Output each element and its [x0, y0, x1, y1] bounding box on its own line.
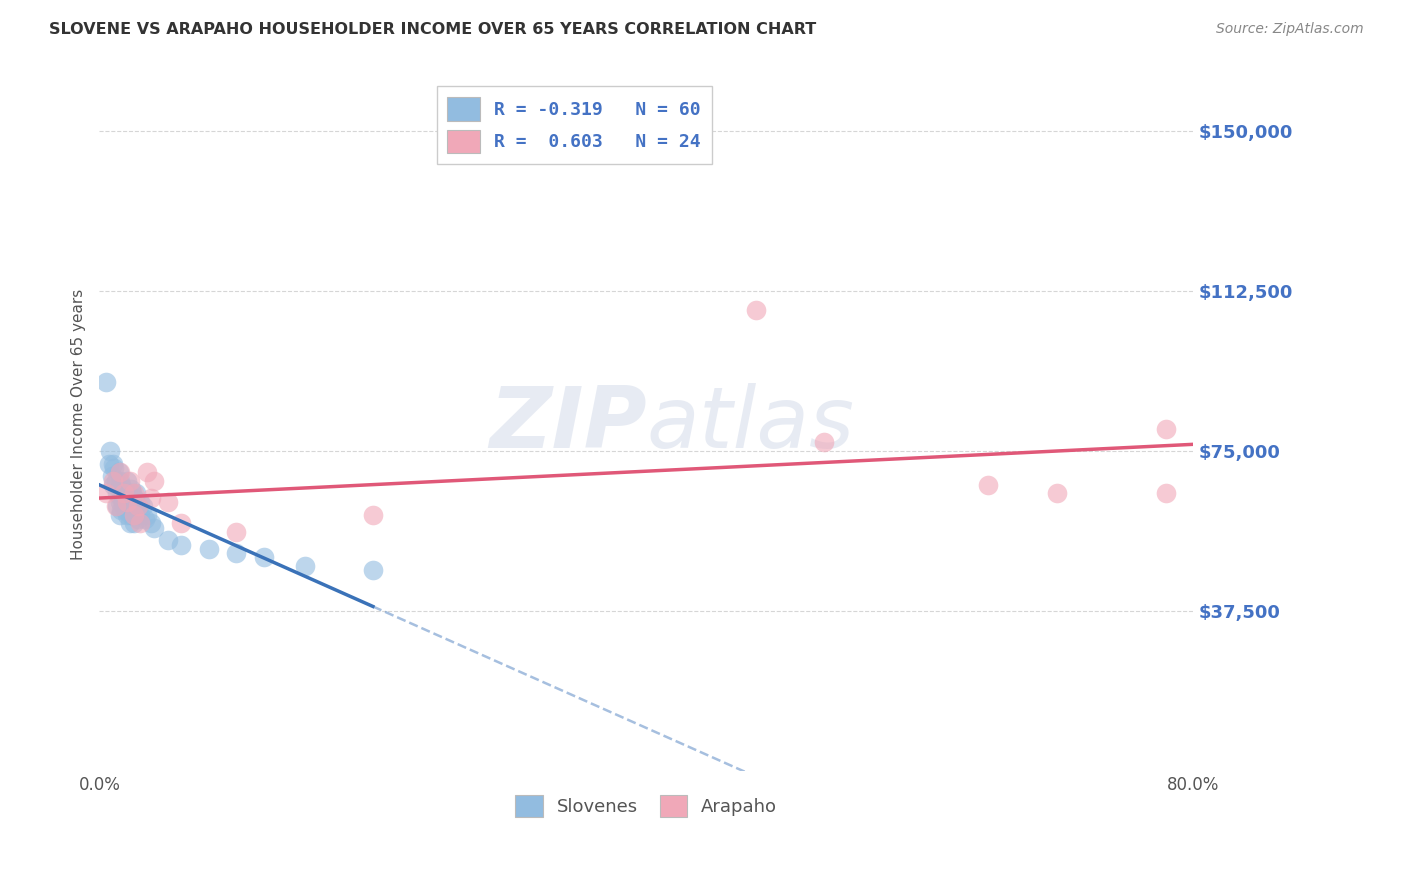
- Point: [110, 491, 132, 505]
- Point: [124, 508, 146, 522]
- Point: [115, 495, 138, 509]
- Point: [124, 495, 146, 509]
- Point: [120, 508, 142, 522]
- Point: [96, 486, 118, 500]
- Point: [361, 563, 384, 577]
- Text: ZIP: ZIP: [489, 383, 647, 466]
- Point: [122, 503, 145, 517]
- Point: [122, 491, 145, 505]
- Point: [129, 508, 152, 522]
- Point: [121, 486, 143, 500]
- Point: [96, 376, 118, 390]
- Point: [118, 474, 141, 488]
- Point: [121, 499, 143, 513]
- Point: [361, 508, 384, 522]
- Point: [198, 541, 221, 556]
- Point: [132, 499, 155, 513]
- Point: [1045, 486, 1067, 500]
- Point: [127, 499, 149, 513]
- Point: [118, 491, 141, 505]
- Point: [101, 474, 124, 488]
- Point: [122, 486, 145, 500]
- Point: [156, 533, 179, 548]
- Point: [108, 508, 131, 522]
- Point: [100, 443, 122, 458]
- Point: [129, 516, 152, 531]
- Point: [125, 503, 148, 517]
- Point: [104, 499, 127, 513]
- Point: [120, 495, 142, 509]
- Text: atlas: atlas: [647, 383, 855, 466]
- Point: [98, 457, 121, 471]
- Point: [103, 460, 125, 475]
- Point: [129, 495, 152, 509]
- Text: Source: ZipAtlas.com: Source: ZipAtlas.com: [1216, 22, 1364, 37]
- Point: [118, 516, 141, 531]
- Point: [122, 516, 145, 531]
- Point: [115, 474, 138, 488]
- Point: [745, 302, 768, 317]
- Point: [112, 486, 135, 500]
- Point: [252, 550, 274, 565]
- Point: [127, 499, 149, 513]
- Point: [104, 474, 127, 488]
- Point: [107, 465, 129, 479]
- Point: [114, 503, 136, 517]
- Point: [1154, 486, 1177, 500]
- Point: [118, 503, 141, 517]
- Point: [107, 482, 129, 496]
- Point: [108, 474, 131, 488]
- Point: [120, 482, 142, 496]
- Point: [122, 508, 145, 522]
- Text: SLOVENE VS ARAPAHO HOUSEHOLDER INCOME OVER 65 YEARS CORRELATION CHART: SLOVENE VS ARAPAHO HOUSEHOLDER INCOME OV…: [49, 22, 817, 37]
- Point: [170, 516, 193, 531]
- Point: [225, 546, 247, 560]
- Point: [136, 465, 159, 479]
- Point: [127, 512, 149, 526]
- Point: [100, 469, 122, 483]
- Point: [156, 495, 179, 509]
- Point: [117, 499, 139, 513]
- Point: [108, 465, 131, 479]
- Point: [225, 524, 247, 539]
- Point: [115, 495, 138, 509]
- Point: [115, 508, 138, 522]
- Point: [143, 474, 166, 488]
- Point: [117, 486, 139, 500]
- Point: [141, 491, 163, 505]
- Point: [134, 512, 156, 526]
- Y-axis label: Householder Income Over 65 years: Householder Income Over 65 years: [72, 288, 86, 559]
- Point: [1154, 422, 1177, 436]
- Point: [141, 516, 163, 531]
- Point: [101, 478, 124, 492]
- Point: [112, 486, 135, 500]
- Legend: Slovenes, Arapaho: Slovenes, Arapaho: [508, 788, 785, 824]
- Point: [170, 538, 193, 552]
- Point: [105, 499, 128, 513]
- Point: [110, 503, 132, 517]
- Point: [108, 495, 131, 509]
- Point: [101, 457, 124, 471]
- Point: [111, 495, 134, 509]
- Point: [105, 486, 128, 500]
- Point: [813, 435, 835, 450]
- Point: [114, 491, 136, 505]
- Point: [110, 478, 132, 492]
- Point: [112, 499, 135, 513]
- Point: [125, 486, 148, 500]
- Point: [143, 520, 166, 534]
- Point: [977, 478, 1000, 492]
- Point: [294, 558, 316, 573]
- Point: [111, 482, 134, 496]
- Point: [136, 508, 159, 522]
